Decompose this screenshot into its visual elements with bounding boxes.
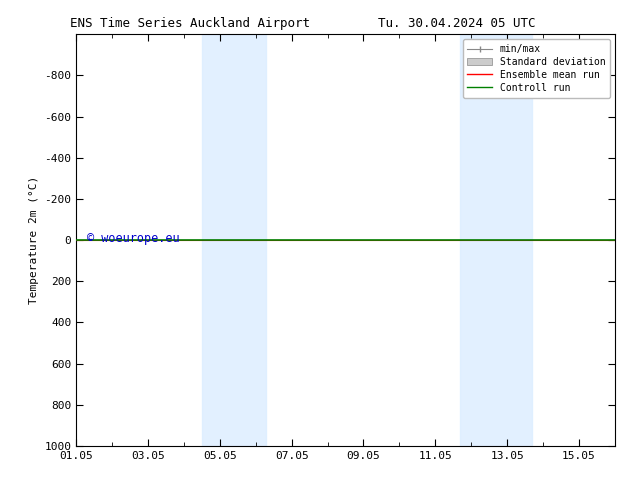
Text: Tu. 30.04.2024 05 UTC: Tu. 30.04.2024 05 UTC (378, 17, 535, 30)
Y-axis label: Temperature 2m (°C): Temperature 2m (°C) (29, 176, 39, 304)
Bar (460, 34, 533, 446)
Text: © woeurope.eu: © woeurope.eu (87, 232, 179, 245)
Text: ENS Time Series Auckland Airport: ENS Time Series Auckland Airport (70, 17, 310, 30)
Bar (202, 34, 266, 446)
Legend: min/max, Standard deviation, Ensemble mean run, Controll run: min/max, Standard deviation, Ensemble me… (463, 39, 610, 98)
